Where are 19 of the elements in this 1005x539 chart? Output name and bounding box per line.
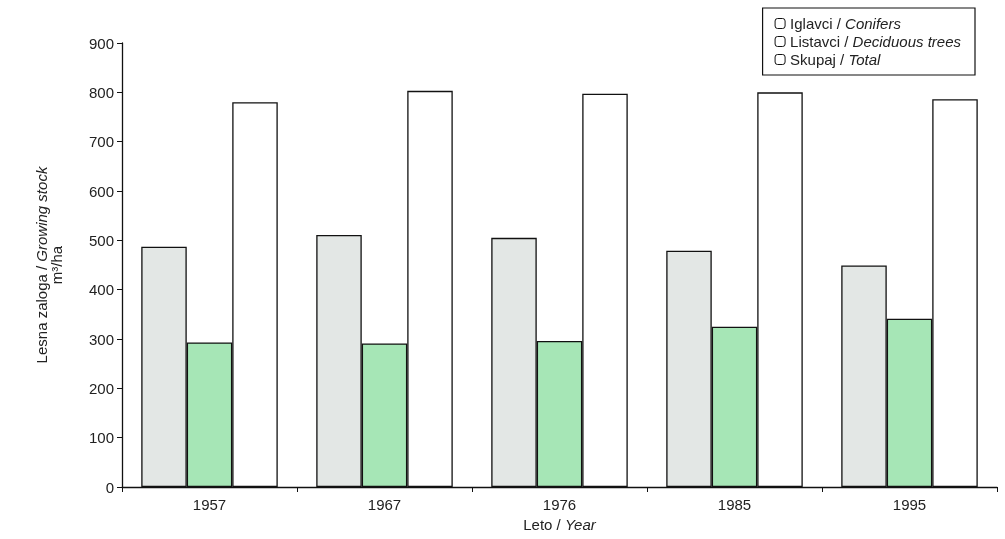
y-tick-label: 900 xyxy=(88,34,114,52)
y-tick-label: 800 xyxy=(88,83,114,101)
x-tick-label: 1957 xyxy=(192,496,227,513)
legend-label: Listavci / Deciduous trees xyxy=(790,33,962,50)
x-axis-title: Leto / Year xyxy=(523,516,597,533)
y-tick-label: 600 xyxy=(88,182,114,200)
x-tick-label: 1967 xyxy=(367,496,402,513)
y-tick-label: 100 xyxy=(88,429,114,447)
y-tick-label: 0 xyxy=(105,478,114,496)
x-tick-label: 1995 xyxy=(892,496,927,513)
legend-label: Skupaj / Total xyxy=(790,51,882,68)
y-tick-label: 700 xyxy=(88,133,114,151)
legend-label: Iglavci / Conifers xyxy=(790,15,902,32)
y-tick-label: 200 xyxy=(88,379,114,397)
x-tick-label: 1976 xyxy=(542,496,577,513)
y-tick-label: 300 xyxy=(88,330,114,348)
y-tick-label: 500 xyxy=(88,231,114,249)
x-tick-label: 1985 xyxy=(717,496,752,513)
y-tick-label: 400 xyxy=(88,281,114,299)
